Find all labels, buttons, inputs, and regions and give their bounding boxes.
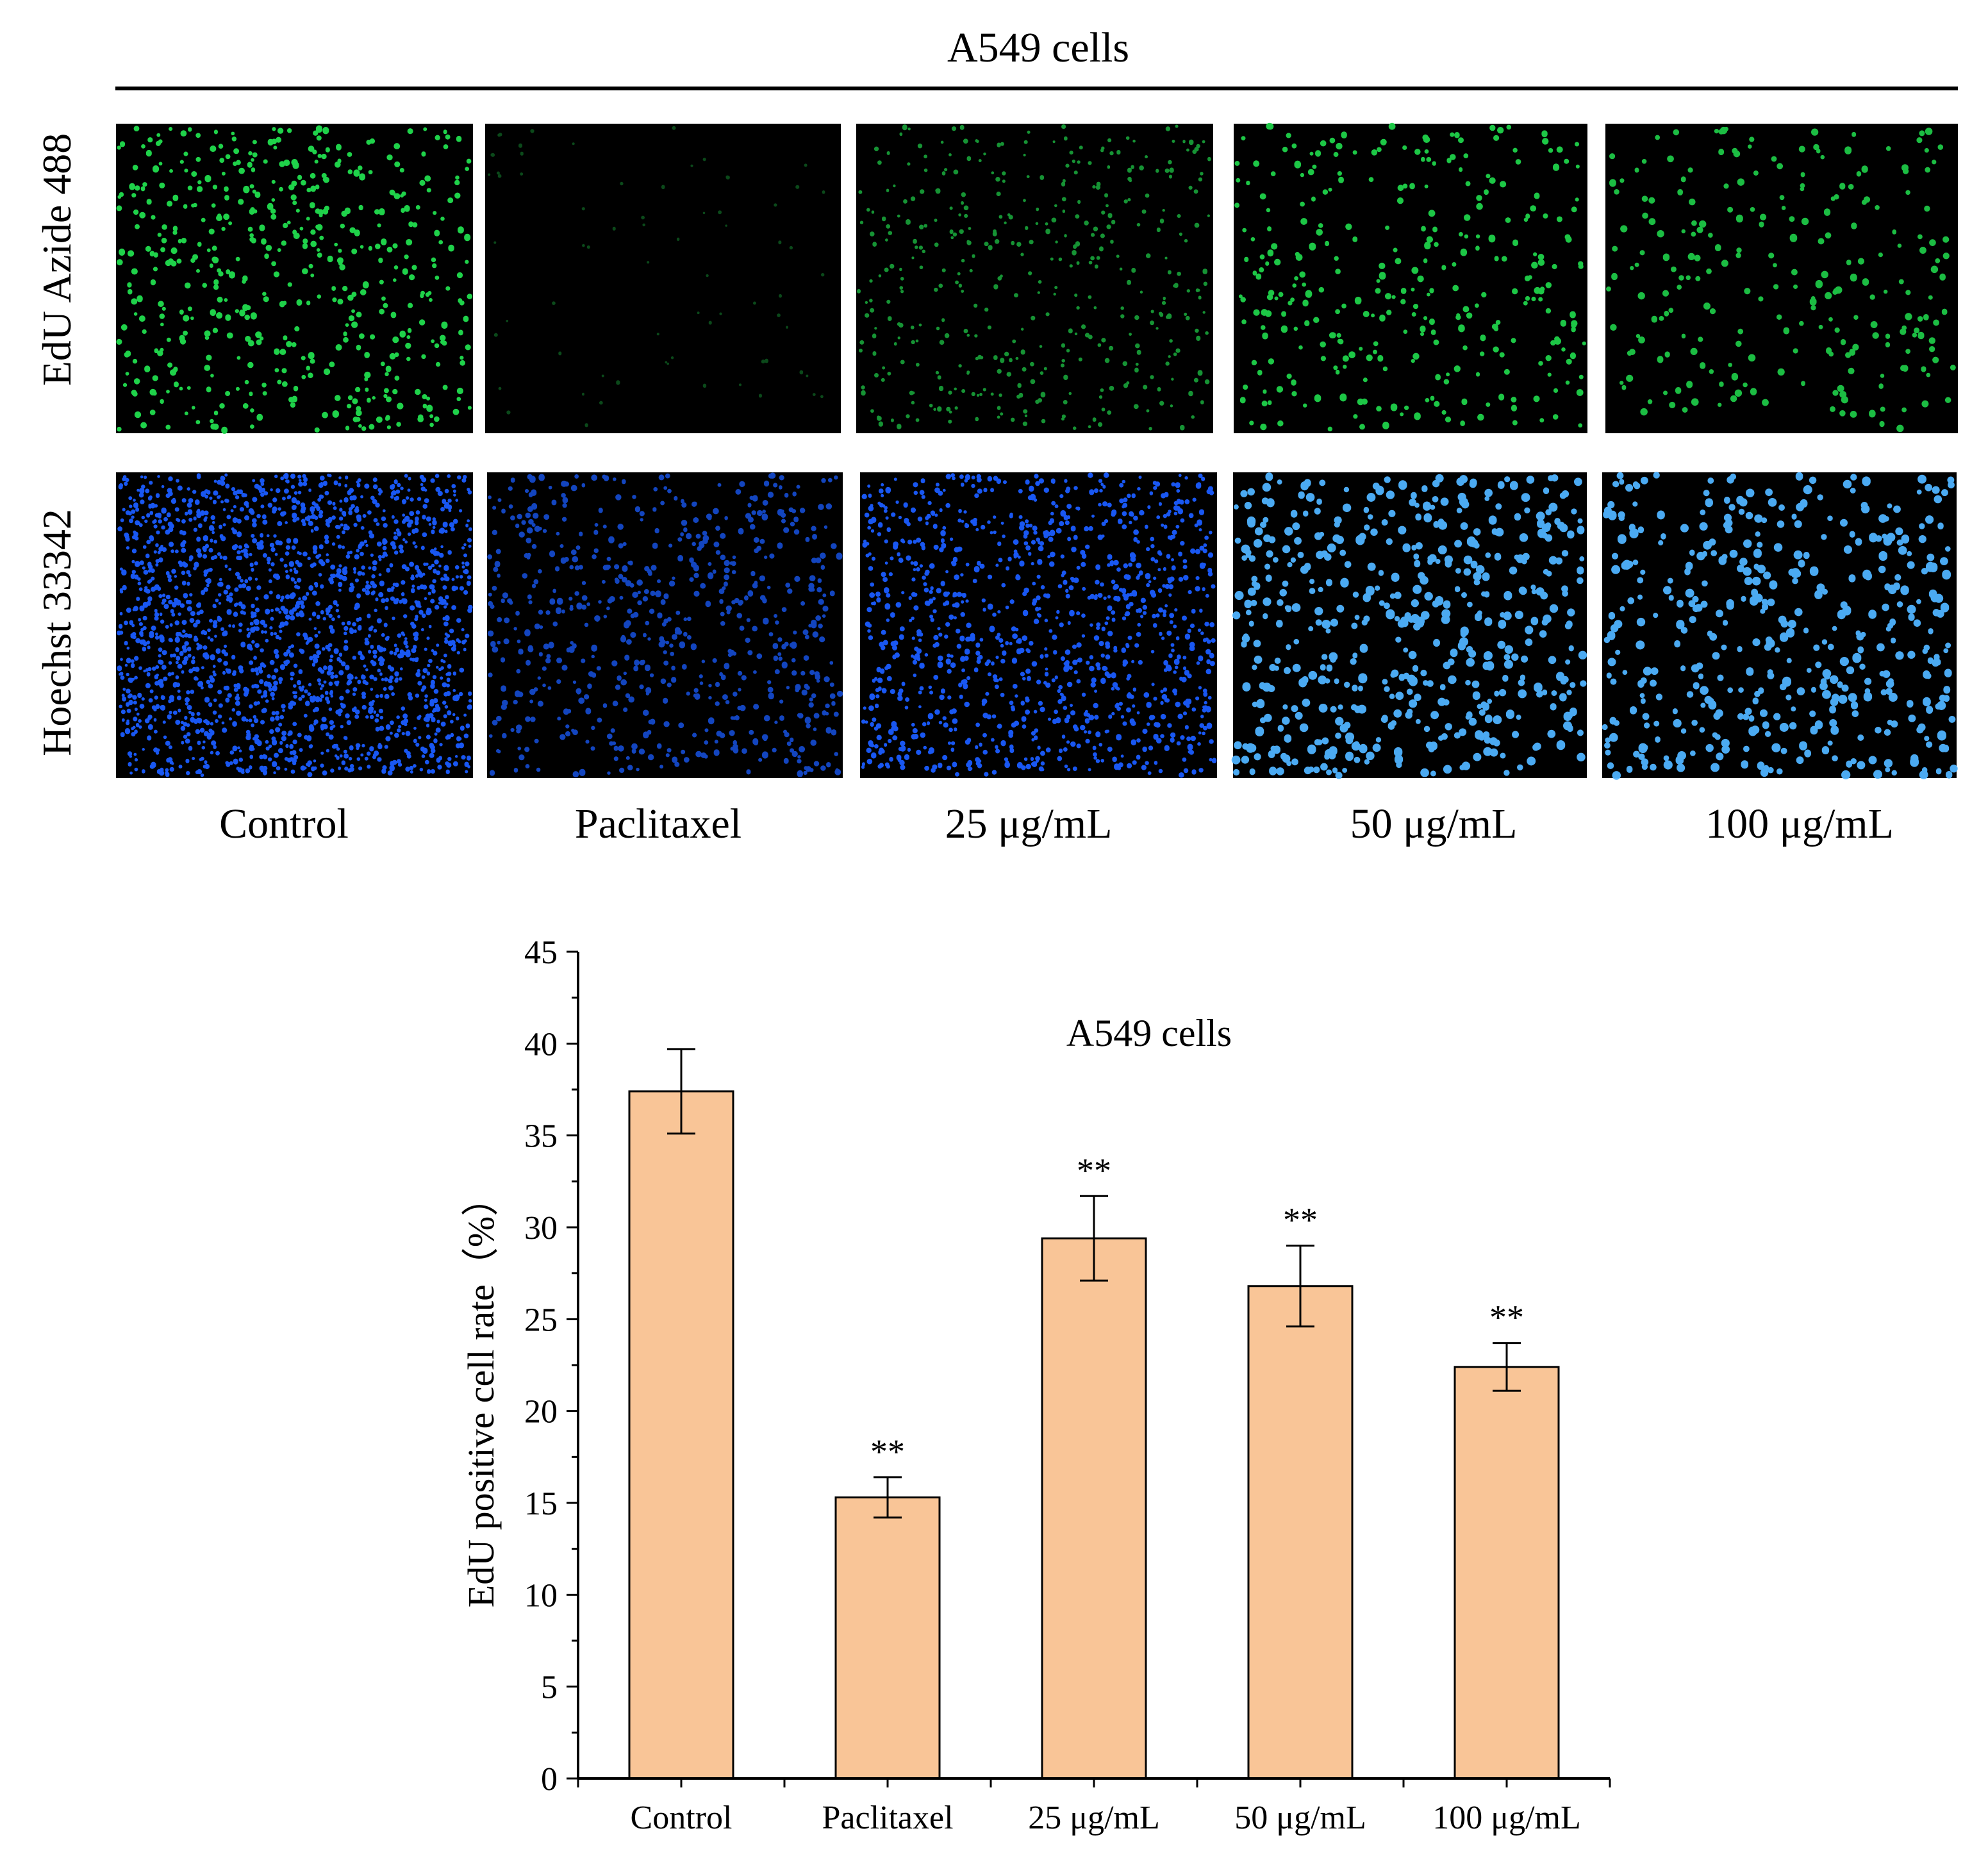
hoechst-image-50-cells <box>1231 472 1587 779</box>
hoechst-image-25-cells <box>861 472 1217 778</box>
hoechst-image-paclitaxel-nuclei <box>487 472 843 778</box>
hoechst-image-100-background <box>1602 472 1957 778</box>
edu-image-row <box>116 122 1958 434</box>
edu-image-control-nuclei <box>116 125 473 434</box>
significance-mark-25: ** <box>1077 1151 1111 1189</box>
edu-image-100 <box>1605 124 1958 433</box>
error-bars-group <box>667 1048 1521 1519</box>
hoechst-image-control <box>116 472 473 778</box>
y-tick-label: 15 <box>524 1486 558 1522</box>
y-tick-label: 20 <box>524 1394 558 1430</box>
y-tick-label: 25 <box>524 1302 558 1338</box>
hoechst-image-100-cells <box>1602 472 1958 780</box>
bars-group <box>628 1090 1560 1780</box>
error-bar-50 <box>1286 1245 1314 1328</box>
x-tick-label-100: 100 μg/mL <box>1432 1800 1581 1836</box>
y-tick-label: 40 <box>524 1026 558 1063</box>
significance-mark-paclitaxel: ** <box>870 1432 905 1471</box>
hoechst-image-control-nuclei <box>116 473 473 777</box>
column-label-25: 25 μg/mL <box>945 800 1113 847</box>
edu-image-100-background <box>1605 124 1958 433</box>
hoechst-image-100 <box>1602 472 1958 780</box>
error-bar-control <box>667 1048 695 1135</box>
column-label-100: 100 μg/mL <box>1705 800 1894 847</box>
column-label-control: Control <box>219 800 349 847</box>
panel-title: A549 cells <box>947 24 1129 71</box>
error-bar-25 <box>1080 1195 1108 1282</box>
bar-paclitaxel <box>834 1496 941 1780</box>
hoechst-image-50 <box>1231 472 1587 779</box>
y-tick-label: 10 <box>524 1577 558 1614</box>
y-tick-label: 0 <box>541 1761 558 1798</box>
hoechst-image-control-cells <box>116 473 473 777</box>
edu-image-25 <box>856 124 1213 433</box>
row-label-hoechst: Hoechst 33342 <box>34 509 79 756</box>
hoechst-image-100-nuclei <box>1602 472 1958 780</box>
hoechst-image-50-nuclei <box>1231 472 1587 779</box>
hoechst-image-row <box>116 472 1958 780</box>
edu-image-50-nuclei <box>1234 122 1586 432</box>
y-tick-label: 5 <box>541 1670 558 1706</box>
bar-25 <box>1041 1237 1147 1780</box>
significance-mark-100: ** <box>1489 1298 1524 1337</box>
bar-chart: A549 cells EdU positive cell rate（%） ***… <box>460 934 1611 1836</box>
hoechst-image-paclitaxel-cells <box>487 472 843 778</box>
significance-marks-group: ** ** ** ** <box>870 1151 1524 1471</box>
edu-image-50 <box>1234 122 1587 433</box>
y-axis-label: EdU positive cell rate（%） <box>460 1179 502 1607</box>
edu-image-50-cells <box>1234 122 1586 432</box>
edu-image-100-cells <box>1606 126 1956 433</box>
x-tick-label-paclitaxel: Paclitaxel <box>822 1800 953 1836</box>
x-tick-label-50: 50 μg/mL <box>1234 1800 1366 1836</box>
edu-image-50-background <box>1234 124 1587 433</box>
error-bar-paclitaxel <box>874 1476 902 1519</box>
hoechst-image-25 <box>860 472 1217 778</box>
y-tick-label: 30 <box>524 1210 558 1247</box>
x-tick-label-control: Control <box>631 1800 733 1836</box>
error-bar-100 <box>1493 1342 1521 1392</box>
edu-image-100-nuclei <box>1606 126 1956 433</box>
microscopy-panel: A549 cells EdU Azide 488 Hoechst 33342 C… <box>34 24 1958 847</box>
y-ticks-group: 0 5 10 15 20 25 30 35 40 45 <box>524 934 578 1798</box>
column-label-50: 50 μg/mL <box>1350 800 1518 847</box>
column-label-paclitaxel: Paclitaxel <box>575 800 741 847</box>
bar-100 <box>1454 1366 1560 1780</box>
x-ticks-group: Control Paclitaxel 25 μg/mL 50 μg/mL 100 μg/… <box>577 1778 1611 1836</box>
y-tick-label: 45 <box>524 934 558 971</box>
x-tick-label-25: 25 μg/mL <box>1028 1800 1160 1836</box>
hoechst-image-paclitaxel <box>487 472 843 778</box>
edu-image-25-background <box>856 124 1213 433</box>
hoechst-image-25-nuclei <box>861 472 1217 778</box>
bar-control <box>628 1090 734 1780</box>
significance-mark-50: ** <box>1283 1201 1318 1239</box>
bar-50 <box>1247 1285 1354 1780</box>
y-tick-label: 35 <box>524 1118 558 1155</box>
edu-image-control-cells <box>116 125 473 434</box>
chart-title: A549 cells <box>1066 1012 1232 1054</box>
hoechst-image-50-background <box>1233 472 1587 778</box>
edu-image-paclitaxel <box>485 124 841 433</box>
row-label-edu: EdU Azide 488 <box>34 133 79 386</box>
edu-image-paclitaxel-background <box>485 124 841 433</box>
edu-image-control <box>116 124 473 434</box>
